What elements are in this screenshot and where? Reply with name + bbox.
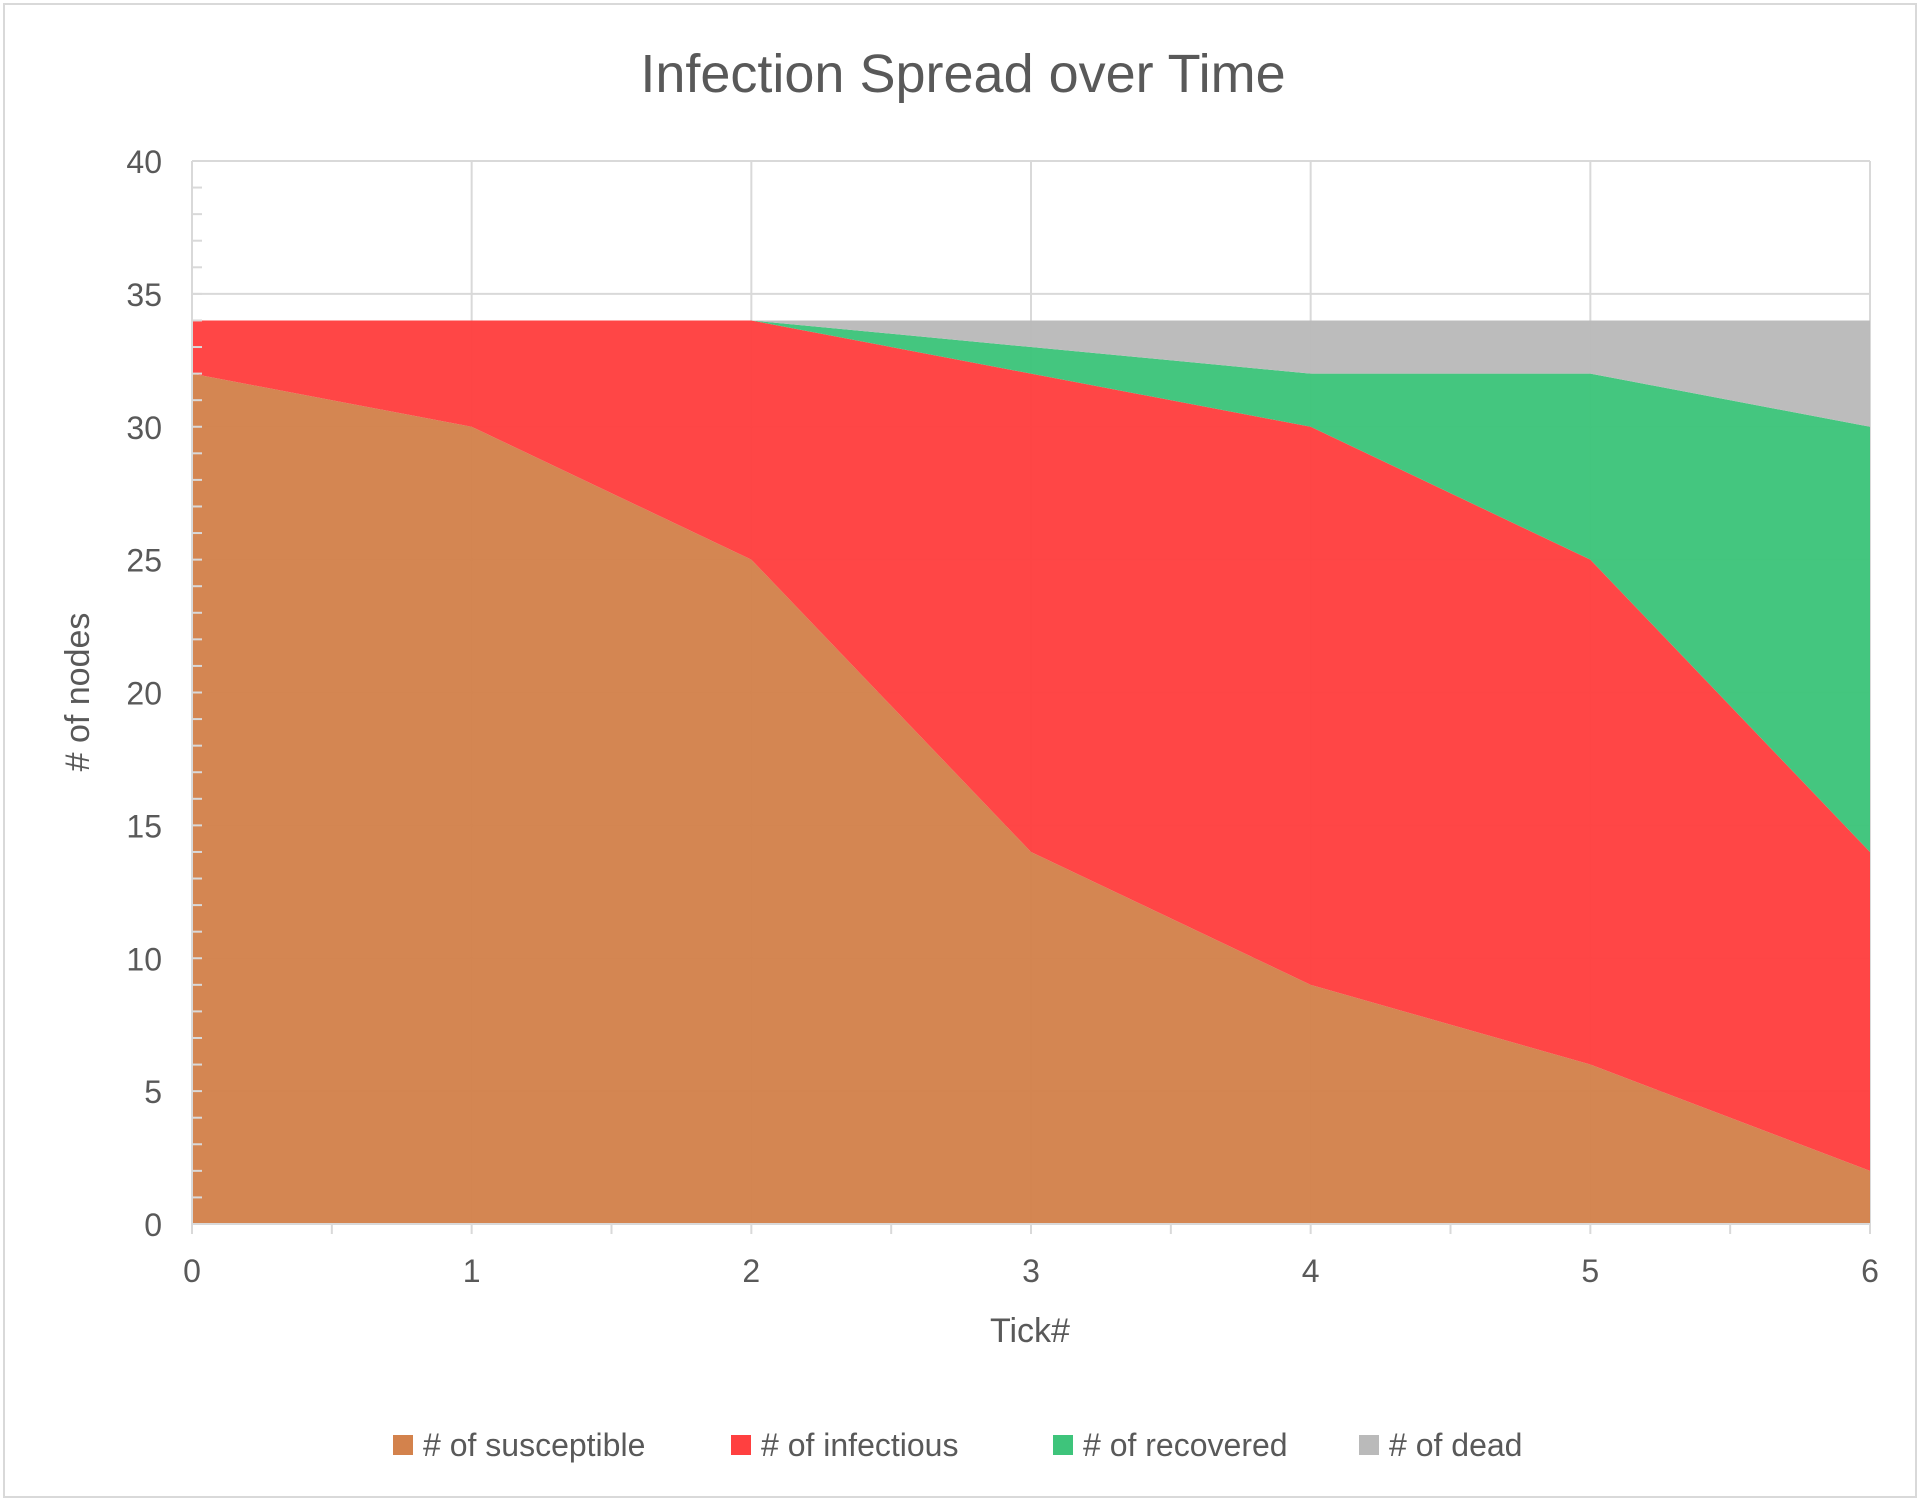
x-tick-label: 3 [1022, 1253, 1040, 1289]
area-series-1 [192, 320, 1870, 1171]
legend-label-2: # of recovered [1083, 1427, 1288, 1463]
legend-swatch-0 [393, 1435, 413, 1455]
y-tick-label: 40 [126, 144, 162, 180]
legend-swatch-1 [731, 1435, 751, 1455]
area-layer [192, 320, 1870, 1225]
legend-label-1: # of infectious [761, 1427, 958, 1463]
x-tick-label: 5 [1581, 1253, 1599, 1289]
chart-title: Infection Spread over Time [640, 44, 1285, 104]
chart-svg: 0 5 10 15 20 25 30 35 40 0 1 2 3 4 5 6 Infection Spread… [59, 44, 1879, 1463]
chart-frame: 0 5 10 15 20 25 30 35 40 0 1 2 3 4 5 6 Infection Spread… [3, 3, 1917, 1498]
legend-swatch-3 [1359, 1435, 1379, 1455]
y-axis-label: # of nodes [59, 613, 97, 772]
legend-label-0: # of susceptible [423, 1427, 645, 1463]
y-tick-label: 25 [126, 543, 162, 579]
legend-swatch-2 [1053, 1435, 1073, 1455]
legend: # of susceptible # of infectious # of reco… [393, 1427, 1522, 1463]
legend-label-3: # of dead [1389, 1427, 1522, 1463]
y-tick-label: 5 [144, 1074, 162, 1110]
area-series-3 [192, 320, 1870, 427]
y-tick-label: 30 [126, 410, 162, 446]
x-tick-label: 0 [183, 1253, 201, 1289]
x-tick-label: 1 [463, 1253, 481, 1289]
area-series-2 [192, 320, 1870, 852]
x-tick-label: 6 [1861, 1253, 1879, 1289]
axis-layer: 0 5 10 15 20 25 30 35 40 0 1 2 3 4 5 6 [126, 144, 1878, 1289]
x-axis-label: Tick# [990, 1312, 1070, 1350]
y-tick-label: 15 [126, 808, 162, 844]
x-tick-label: 4 [1302, 1253, 1320, 1289]
y-tick-label: 10 [126, 941, 162, 977]
y-tick-label: 0 [144, 1207, 162, 1243]
y-tick-label: 35 [126, 277, 162, 313]
x-tick-label: 2 [742, 1253, 760, 1289]
y-tick-label: 20 [126, 676, 162, 712]
area-series-0 [192, 373, 1870, 1225]
